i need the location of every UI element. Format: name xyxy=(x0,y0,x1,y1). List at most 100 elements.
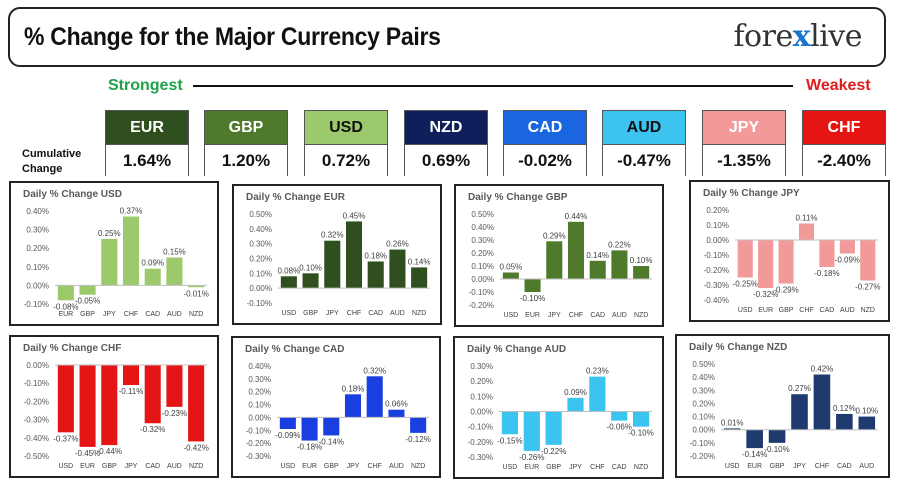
data-label: -0.23% xyxy=(162,409,187,418)
data-label: -0.44% xyxy=(97,447,122,456)
chart-title: Daily % Change NZD xyxy=(689,342,787,353)
bar-chf xyxy=(567,221,585,279)
data-label: 0.15% xyxy=(163,248,186,257)
x-tick-label: AUD xyxy=(612,312,627,319)
data-label: -0.15% xyxy=(497,436,522,445)
chart-panel-8: Daily % Change NZD -0.20% -0.10% 0.00% 0.10%… xyxy=(675,334,890,478)
bar-chf xyxy=(798,223,815,240)
data-label: -0.09% xyxy=(835,256,860,265)
y-tick-label: -0.10% xyxy=(468,423,493,432)
data-label: -0.37% xyxy=(53,434,78,443)
chart-panel-1: Daily % Change USD -0.10% 0.00% 0.10% 0.20% 0… xyxy=(9,181,219,326)
chart-panel-3: Daily % Change GBP -0.20% -0.10% 0.00% 0.10%… xyxy=(454,184,664,327)
x-tick-label: AUD xyxy=(167,311,182,318)
bar-cad xyxy=(819,240,835,267)
bar-chf xyxy=(589,376,606,412)
x-tick-label: GBP xyxy=(546,464,561,471)
data-label: -0.26% xyxy=(519,453,544,462)
data-label: -0.29% xyxy=(773,286,798,295)
data-label: -0.14% xyxy=(742,450,767,459)
bar-chart: Daily % Change NZD -0.20% -0.10% 0.00% 0.10%… xyxy=(689,342,878,470)
currency-name: CHF xyxy=(803,111,885,144)
data-label: -0.05% xyxy=(75,297,100,306)
cumulative-value: 1.20% xyxy=(205,144,287,176)
currency-box-eur: EUR 1.64% xyxy=(105,110,189,176)
chart-title: Daily % Change GBP xyxy=(468,192,568,203)
y-tick-label: 0.30% xyxy=(471,236,494,245)
y-tick-label: 0.30% xyxy=(692,386,715,395)
bar-usd xyxy=(57,365,74,433)
data-label: -0.10% xyxy=(520,294,545,303)
strongest-label: Strongest xyxy=(108,77,183,94)
bar-aud xyxy=(389,249,406,289)
x-tick-label: CAD xyxy=(820,307,835,314)
data-label: 0.01% xyxy=(721,418,744,427)
bar-gbp xyxy=(302,273,319,289)
bar-gbp xyxy=(778,240,794,284)
x-tick-label: CHF xyxy=(347,310,361,317)
bar-eur xyxy=(746,429,763,449)
y-tick-label: 0.10% xyxy=(706,221,729,230)
y-tick-label: -0.40% xyxy=(704,296,729,305)
data-label: 0.25% xyxy=(98,229,121,238)
y-tick-label: -0.10% xyxy=(24,300,49,309)
currency-name: EUR xyxy=(106,111,188,144)
bar-chf xyxy=(366,376,383,418)
bar-usd xyxy=(501,411,519,435)
x-tick-label: JPY xyxy=(793,463,806,470)
y-tick-label: 0.10% xyxy=(471,262,494,271)
x-tick-label: EUR xyxy=(302,463,317,470)
bar-cad xyxy=(611,411,628,421)
data-label: 0.09% xyxy=(564,388,587,397)
chart-panel-6: Daily % Change CAD -0.30% -0.20% -0.10% 0.00… xyxy=(231,336,441,478)
bar-cad xyxy=(836,413,853,430)
x-tick-label: AUD xyxy=(389,463,404,470)
strength-scale-line xyxy=(193,85,793,87)
bar-aud xyxy=(166,257,183,286)
x-tick-label: AUD xyxy=(840,307,855,314)
y-tick-label: -0.30% xyxy=(468,453,493,462)
x-tick-label: GBP xyxy=(324,463,339,470)
data-label: -0.18% xyxy=(297,443,322,452)
x-tick-label: NZD xyxy=(634,312,648,319)
forexlive-logo: forexlive xyxy=(733,19,862,54)
data-label: -0.32% xyxy=(140,425,165,434)
x-tick-label: JPY xyxy=(125,463,138,470)
y-tick-label: -0.10% xyxy=(690,439,715,448)
bar-chart: Daily % Change GBP -0.20% -0.10% 0.00% 0.10%… xyxy=(468,192,653,319)
y-tick-label: 0.10% xyxy=(248,401,271,410)
x-tick-label: EUR xyxy=(524,464,539,471)
y-tick-label: -0.20% xyxy=(469,301,494,310)
x-tick-label: USD xyxy=(725,463,740,470)
bar-aud xyxy=(858,416,876,430)
data-label: -0.22% xyxy=(541,447,566,456)
currency-box-jpy: JPY -1.35% xyxy=(702,110,786,176)
bar-chart: Daily % Change USD -0.10% 0.00% 0.10% 0.20% 0… xyxy=(23,189,209,318)
data-label: 0.10% xyxy=(630,256,653,265)
currency-box-aud: AUD -0.47% xyxy=(602,110,686,176)
data-label: 0.26% xyxy=(386,240,409,249)
bar-usd xyxy=(280,276,297,289)
data-label: 0.23% xyxy=(586,367,609,376)
chart-title: Daily % Change EUR xyxy=(246,192,346,203)
data-label: -0.10% xyxy=(764,445,789,454)
data-label: 0.37% xyxy=(120,207,143,216)
bar-jpy xyxy=(122,365,140,386)
y-tick-label: 0.30% xyxy=(470,362,493,371)
data-label: -0.09% xyxy=(275,431,300,440)
bar-gbp xyxy=(768,429,786,443)
bar-nzd xyxy=(410,417,427,433)
bar-gbp xyxy=(101,365,118,446)
y-tick-label: -0.40% xyxy=(24,434,49,443)
x-tick-label: EUR xyxy=(58,311,73,318)
x-tick-label: GBP xyxy=(770,463,785,470)
x-tick-label: USD xyxy=(738,307,753,314)
y-tick-label: 0.10% xyxy=(249,269,272,278)
y-tick-label: -0.10% xyxy=(469,288,494,297)
cumulative-change-label: Cumulative Change xyxy=(22,148,82,175)
data-label: -0.11% xyxy=(119,387,144,396)
chart-title: Daily % Change JPY xyxy=(703,188,800,199)
y-tick-label: 0.20% xyxy=(471,249,494,258)
chart-panel-2: Daily % Change EUR -0.10% 0.00% 0.10% 0.20% 0… xyxy=(232,184,442,325)
bar-jpy xyxy=(567,397,584,412)
